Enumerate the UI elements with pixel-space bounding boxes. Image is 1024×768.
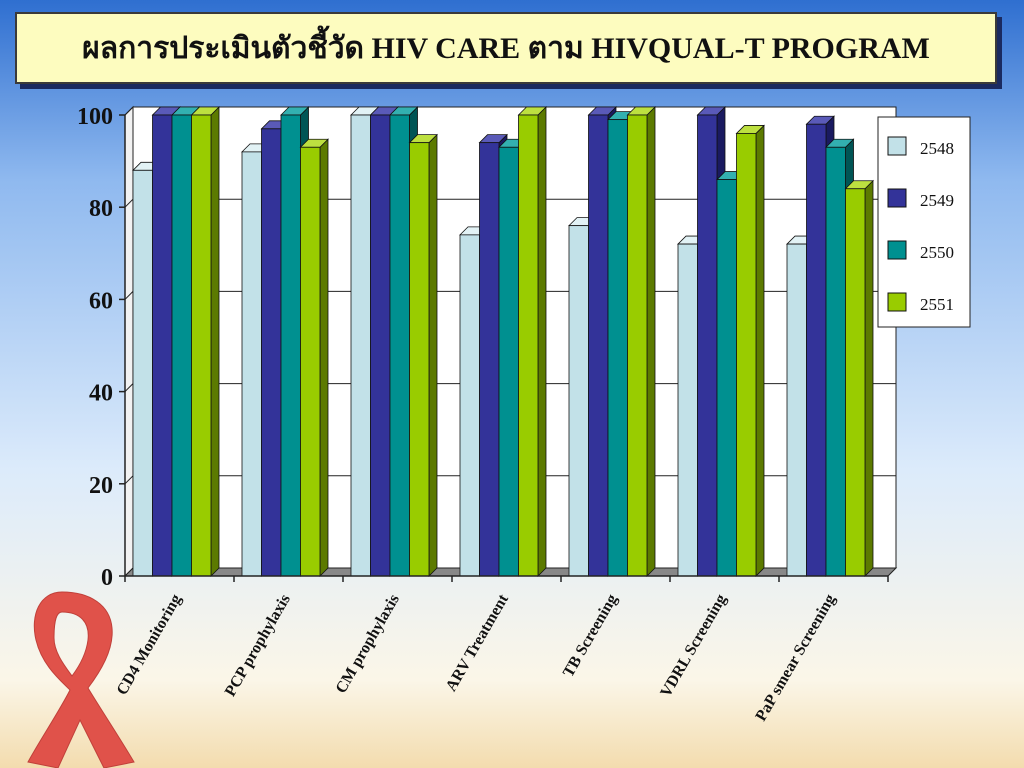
x-tick-label: TB Screening <box>560 592 621 681</box>
x-tick-label: PaP smear Screening <box>753 592 839 725</box>
bar <box>844 179 874 577</box>
x-tick-label: PCP prophylaxis <box>222 592 294 700</box>
legend-swatch <box>887 188 907 208</box>
red-ribbon-icon <box>27 591 135 768</box>
legend-swatch <box>887 240 907 260</box>
y-tick-label: 80 <box>89 196 113 222</box>
bar <box>517 106 547 577</box>
x-tick-label: CD4 Monitoring <box>114 592 185 699</box>
bar <box>299 138 329 577</box>
legend-label: 2548 <box>920 139 954 158</box>
y-tick-label: 40 <box>89 381 113 407</box>
x-tick-label: VDRL Screening <box>657 592 730 701</box>
bars <box>132 106 874 577</box>
legend: 2548 2549 2550 2551 <box>877 116 971 328</box>
y-tick-label: 20 <box>89 473 113 499</box>
bar <box>190 106 220 577</box>
x-axis: CD4 Monitoring PCP prophylaxis CM prophyla… <box>114 575 889 725</box>
y-tick-label: 100 <box>77 104 113 130</box>
legend-label: 2550 <box>920 243 954 262</box>
legend-swatch <box>887 292 907 312</box>
title-banner: ผลการประเมินตัวชี้วัด HIV CARE ตาม HIVQU… <box>15 12 997 84</box>
legend-swatch <box>887 136 907 156</box>
bar <box>408 133 438 577</box>
legend-label: 2551 <box>920 295 954 314</box>
legend-label: 2549 <box>920 191 954 210</box>
slide-title: ผลการประเมินตัวชี้วัด HIV CARE ตาม HIVQU… <box>82 31 930 65</box>
y-tick-label: 60 <box>89 288 113 314</box>
y-axis: 0 20 40 60 80 100 <box>77 104 126 591</box>
bar <box>626 106 656 577</box>
x-tick-label: ARV Treatment <box>443 591 513 694</box>
bar <box>735 124 765 577</box>
x-tick-label: CM prophylaxis <box>333 592 403 697</box>
y-tick-label: 0 <box>101 565 113 591</box>
